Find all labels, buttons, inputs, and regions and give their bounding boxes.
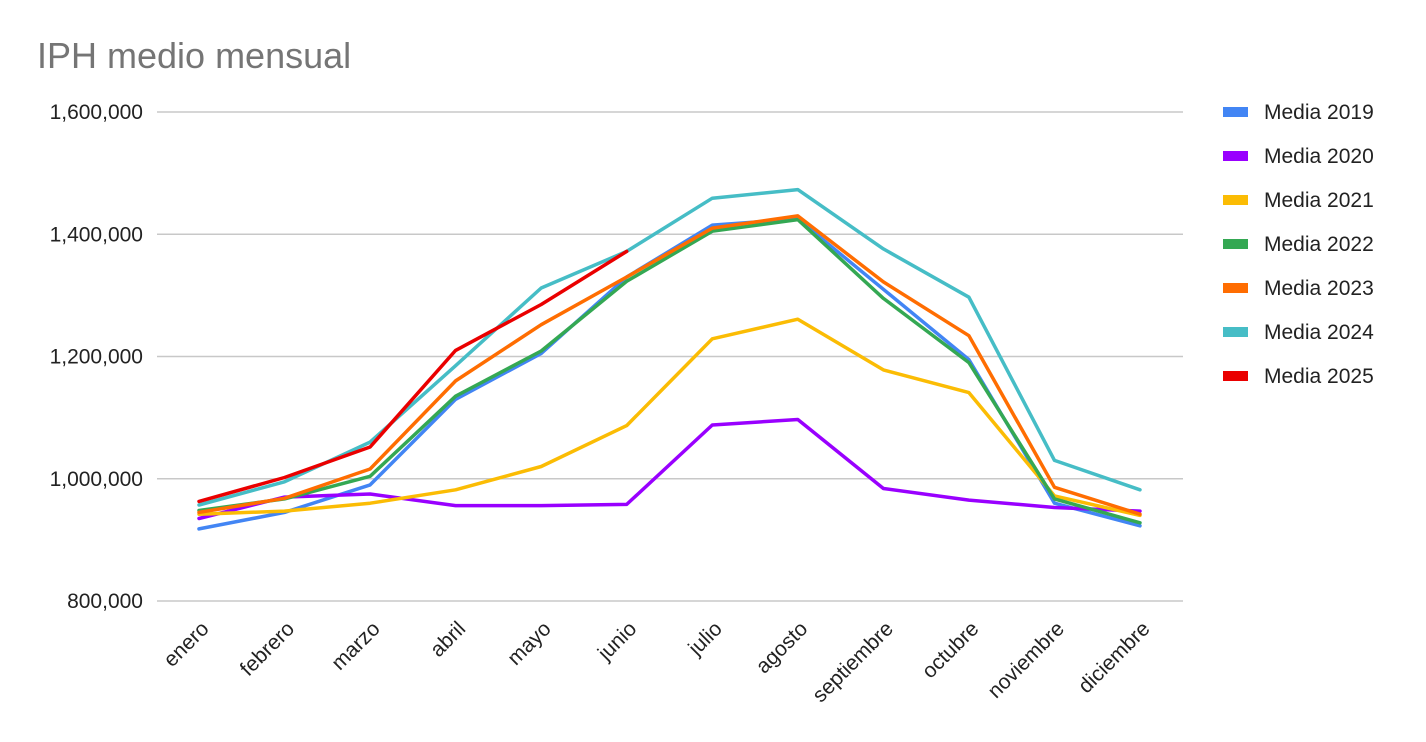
series-line (197, 217, 1142, 525)
x-tick-label: enero (159, 617, 213, 671)
legend-label: Media 2019 (1264, 101, 1374, 124)
x-tick-label: febrero (236, 617, 299, 680)
legend-label: Media 2024 (1264, 321, 1374, 344)
x-tick-label: octubre (918, 617, 984, 683)
legend-label: Media 2022 (1264, 233, 1374, 256)
x-tick-label: diciembre (1074, 617, 1155, 698)
y-tick-label: 1,600,000 (50, 101, 143, 124)
legend-swatch (1223, 327, 1248, 337)
legend-label: Media 2020 (1264, 145, 1374, 168)
gridlines (157, 111, 1183, 602)
x-tick-label: agosto (751, 617, 812, 678)
legend-swatch (1223, 151, 1248, 161)
legend-swatch (1223, 283, 1248, 293)
x-tick-label: septiembre (808, 617, 898, 707)
series-line (197, 417, 1142, 521)
x-tick-label: abril (426, 617, 470, 661)
x-axis-tick-labels: enero febrero marzo abril mayo junio julio agos… (159, 617, 1154, 707)
x-tick-label: noviembre (983, 617, 1069, 703)
x-tick-label: marzo (327, 617, 385, 675)
series-line (197, 317, 1142, 518)
x-tick-label: mayo (503, 617, 556, 670)
legend: Media 2019 Media 2020 Media 2021 Media 2022… (1223, 101, 1374, 388)
x-tick-label: junio (593, 617, 641, 665)
legend-label: Media 2025 (1264, 365, 1374, 388)
legend-label: Media 2023 (1264, 277, 1374, 300)
legend-label: Media 2021 (1264, 189, 1374, 212)
y-tick-label: 1,000,000 (50, 468, 143, 491)
series-lines (197, 187, 1142, 531)
series-line (197, 187, 1142, 507)
legend-swatch (1223, 107, 1248, 117)
legend-swatch (1223, 239, 1248, 249)
legend-swatch (1223, 195, 1248, 205)
x-tick-label: julio (683, 617, 726, 660)
series-line (197, 249, 629, 504)
y-tick-label: 1,400,000 (50, 223, 143, 246)
y-tick-label: 1,200,000 (50, 346, 143, 369)
series-line (197, 214, 1142, 516)
legend-swatch (1223, 371, 1248, 381)
y-axis-tick-labels: 800,000 1,000,000 1,200,000 1,400,000 1,600,… (50, 101, 143, 613)
y-tick-label: 800,000 (67, 590, 143, 613)
chart-title: IPH medio mensual (37, 35, 351, 76)
